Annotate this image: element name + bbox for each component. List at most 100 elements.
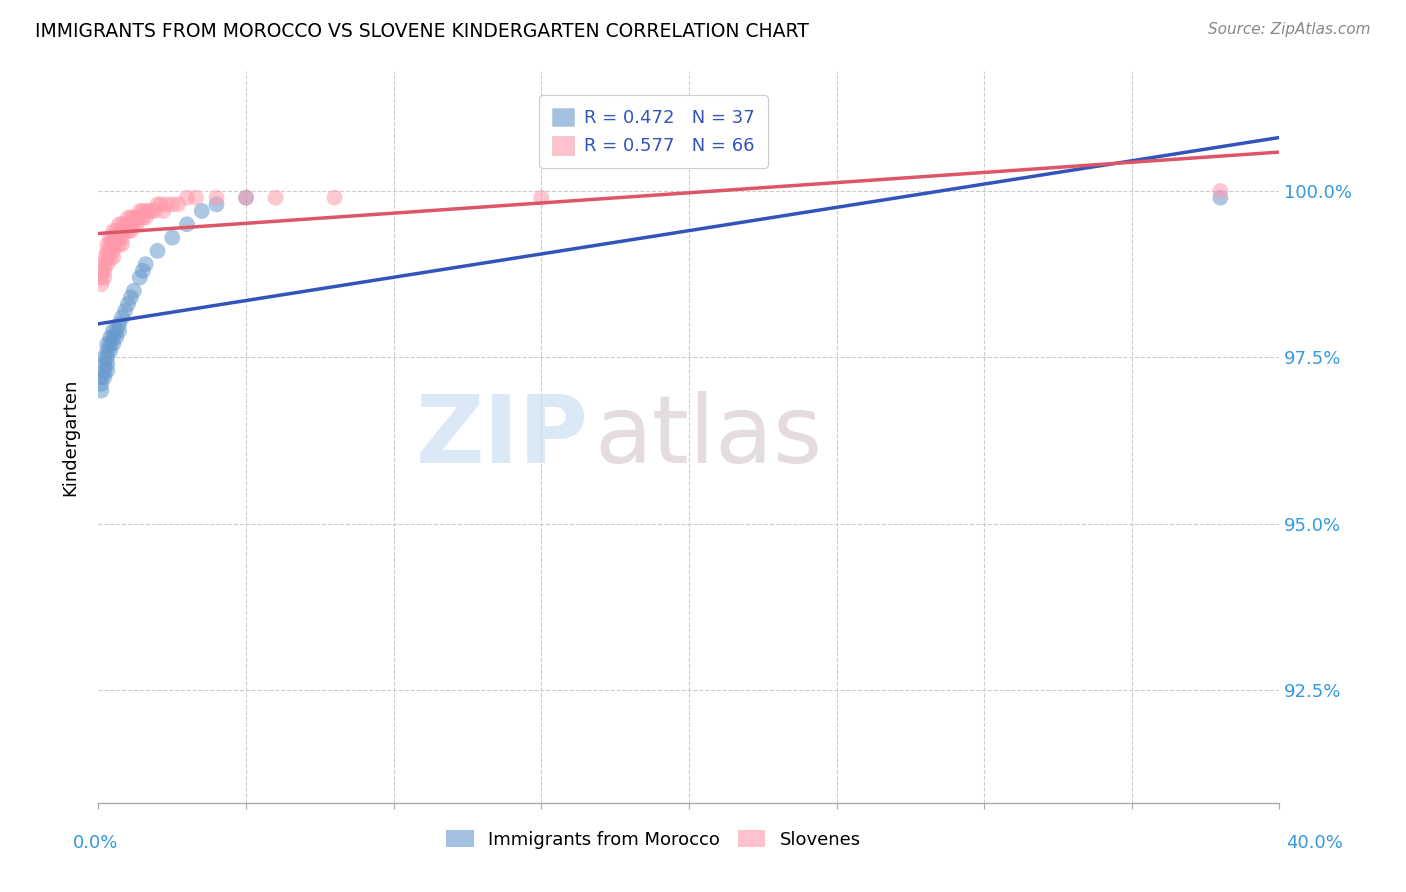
Point [205,191,228,205]
Point [1209,191,1232,205]
Point [114,217,136,231]
Point [132,264,155,278]
Point [96,251,118,265]
Point [117,217,139,231]
Point [108,217,131,231]
Point [205,197,228,211]
Point [530,191,553,205]
Text: 40.0%: 40.0% [1286,834,1343,852]
Point [103,330,125,344]
Point [135,204,157,219]
Point [128,211,150,225]
Point [162,197,183,211]
Point [93,351,115,365]
Point [93,251,115,265]
Point [103,244,125,258]
Point [149,197,172,211]
Point [105,230,128,244]
Point [111,217,134,231]
Point [120,224,142,238]
Point [98,343,121,358]
Point [98,337,121,351]
Point [93,270,115,285]
Point [96,357,118,371]
Point [122,284,145,298]
Point [96,343,118,358]
Point [108,317,131,331]
Point [128,270,150,285]
Point [96,363,118,377]
Point [111,230,134,244]
Point [138,204,160,219]
Point [122,217,145,231]
Point [132,204,155,219]
Point [120,217,142,231]
Point [120,211,142,225]
Point [103,324,125,338]
Point [264,191,287,205]
Text: atlas: atlas [595,391,823,483]
Point [96,237,118,252]
Point [111,237,134,252]
Point [108,224,131,238]
Point [146,244,169,258]
Point [235,191,257,205]
Point [93,264,115,278]
Text: 0.0%: 0.0% [73,834,118,852]
Point [152,204,174,219]
Point [135,257,157,271]
Point [90,264,112,278]
Point [323,191,346,205]
Point [167,197,190,211]
Point [98,230,121,244]
Point [146,197,169,211]
Point [155,197,177,211]
Point [98,330,121,344]
Point [184,191,207,205]
Point [103,237,125,252]
Point [128,204,150,219]
Point [117,224,139,238]
Point [135,211,157,225]
Legend: Immigrants from Morocco, Slovenes: Immigrants from Morocco, Slovenes [439,822,868,856]
Point [117,297,139,311]
Point [93,357,115,371]
Point [108,324,131,338]
Point [117,211,139,225]
Point [96,244,118,258]
Point [122,211,145,225]
Point [93,363,115,377]
Point [105,330,128,344]
Point [235,191,257,205]
Point [114,303,136,318]
Text: IMMIGRANTS FROM MOROCCO VS SLOVENE KINDERGARTEN CORRELATION CHART: IMMIGRANTS FROM MOROCCO VS SLOVENE KINDE… [35,22,808,41]
Point [90,277,112,292]
Point [93,257,115,271]
Point [96,257,118,271]
Point [162,230,183,244]
Point [114,224,136,238]
Text: Source: ZipAtlas.com: Source: ZipAtlas.com [1208,22,1371,37]
Point [141,204,163,219]
Point [98,237,121,252]
Y-axis label: Kindergarten: Kindergarten [62,378,80,496]
Point [125,211,148,225]
Point [90,370,112,384]
Point [103,251,125,265]
Point [90,384,112,398]
Point [108,237,131,252]
Point [105,224,128,238]
Point [111,310,134,325]
Point [93,370,115,384]
Point [90,270,112,285]
Point [90,376,112,391]
Point [143,204,166,219]
Point [105,237,128,252]
Point [96,337,118,351]
Point [120,290,142,304]
Point [105,324,128,338]
Point [108,230,131,244]
Point [103,337,125,351]
Point [111,224,134,238]
Point [132,211,155,225]
